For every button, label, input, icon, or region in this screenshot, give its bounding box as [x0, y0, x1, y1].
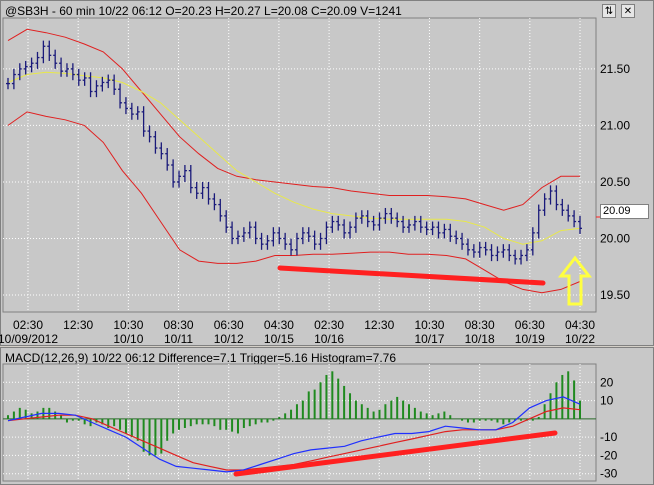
y-tick-label: 21.00: [600, 118, 630, 132]
price-plot-area: [2, 17, 597, 313]
macd-chart-pane: MACD(12,26,9) 10/22 06:12 Difference=7.1…: [0, 347, 654, 485]
x-tick-date-label: 10/16: [314, 332, 344, 346]
x-tick-time-label: 12:30: [364, 318, 394, 332]
x-tick-date-label: 10/17: [414, 332, 444, 346]
x-tick-time-label: 06:30: [515, 318, 545, 332]
y-tick-label: 21.50: [600, 62, 630, 76]
pin-icon[interactable]: ⇅: [602, 4, 616, 18]
macd-chart-header: MACD(12,26,9) 10/22 06:12 Difference=7.1…: [5, 351, 397, 365]
x-tick-date-label: 10/09/2012: [0, 332, 58, 346]
x-tick-date-label: 10/10: [113, 332, 143, 346]
y-tick-label: 20.00: [600, 232, 630, 246]
x-tick-time-label: 10:30: [414, 318, 444, 332]
last-price-label: 20.09: [600, 204, 649, 219]
x-tick-time-label: 04:30: [565, 318, 595, 332]
price-chart-header: @SB3H - 60 min 10/22 06:12 O=20.23 H=20.…: [5, 4, 402, 18]
bollinger-upper-line: [7, 28, 580, 211]
up-arrow-annotation: [557, 255, 593, 306]
x-tick-date-label: 10/18: [465, 332, 495, 346]
x-tick-time-label: 02:30: [314, 318, 344, 332]
macd-divergence-trendline-annotation: [233, 430, 558, 477]
x-tick-time-label: 04:30: [264, 318, 294, 332]
last-price-value: 20.09: [603, 205, 631, 217]
macd-y-tick-label: -10: [600, 430, 618, 444]
close-icon[interactable]: ✕: [621, 4, 635, 18]
macd-y-tick-label: -20: [600, 448, 618, 462]
moving-average-line: [7, 71, 581, 245]
macd-y-tick-label: 10: [600, 394, 614, 408]
x-tick-date-label: 10/12: [214, 332, 244, 346]
macd-y-tick-label: 20: [600, 375, 614, 389]
x-tick-date-label: 10/11: [164, 332, 193, 346]
x-tick-time-label: 12:30: [63, 318, 93, 332]
macd-difference-line: [7, 396, 581, 473]
x-tick-date-label: 10/19: [515, 332, 545, 346]
x-tick-time-label: 06:30: [214, 318, 244, 332]
x-tick-time-label: 02:30: [13, 318, 43, 332]
support-trendline-annotation: [277, 265, 546, 286]
x-tick-time-label: 08:30: [164, 318, 194, 332]
y-tick-label: 19.50: [600, 288, 630, 302]
y-tick-label: 20.50: [600, 175, 630, 189]
price-chart-pane: @SB3H - 60 min 10/22 06:12 O=20.23 H=20.…: [0, 0, 654, 346]
x-tick-time-label: 10:30: [113, 318, 143, 332]
x-tick-time-label: 08:30: [465, 318, 495, 332]
macd-chart: 20 10 -10 -20 -30: [2, 363, 618, 482]
x-tick-date-label: 10/15: [264, 332, 294, 346]
macd-y-tick-label: -30: [600, 467, 618, 481]
bollinger-lower-line: [7, 111, 581, 294]
x-tick-date-label: 10/22: [565, 332, 595, 346]
